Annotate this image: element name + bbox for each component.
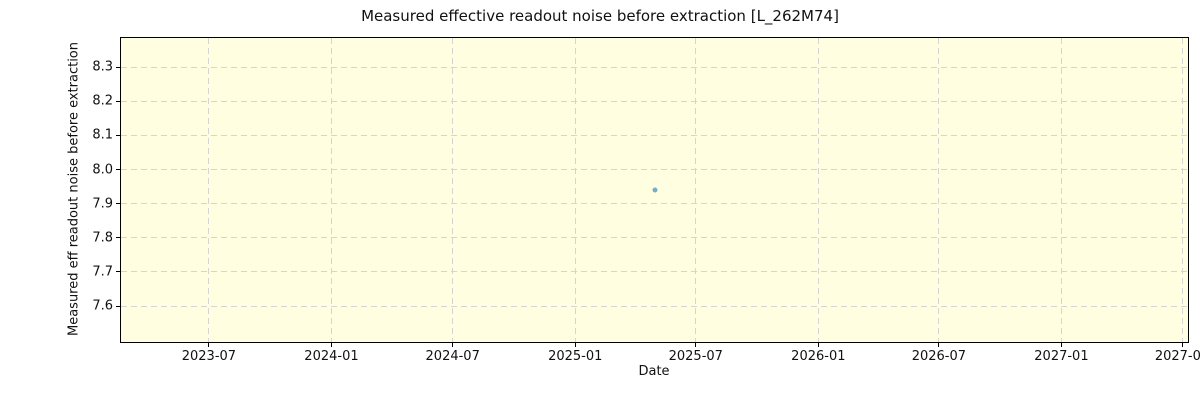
y-gridline xyxy=(121,100,1188,102)
x-gridline xyxy=(452,38,454,342)
data-point xyxy=(652,187,657,193)
x-tick-label: 2025-07 xyxy=(668,349,723,364)
x-tick-label: 2027-07 xyxy=(1154,349,1200,364)
y-tick-mark xyxy=(116,134,120,136)
y-axis-label: Measured eff readout noise before extrac… xyxy=(66,41,82,337)
x-tick-label: 2024-01 xyxy=(304,349,359,364)
y-tick-label: 7.8 xyxy=(92,230,113,246)
y-tick-mark xyxy=(116,100,120,102)
x-tick-label: 2026-01 xyxy=(791,349,846,364)
y-gridline xyxy=(121,134,1188,136)
plot-area xyxy=(120,37,1189,343)
y-tick-mark xyxy=(116,203,120,205)
y-gridline xyxy=(121,305,1188,307)
y-gridline xyxy=(121,203,1188,205)
x-gridline xyxy=(574,38,576,342)
y-gridline xyxy=(121,66,1188,68)
x-axis-label: Date xyxy=(638,364,670,379)
y-tick-mark xyxy=(116,66,120,68)
y-gridline xyxy=(121,237,1188,239)
y-tick-label: 8.3 xyxy=(92,59,113,75)
x-tick-label: 2023-07 xyxy=(181,349,237,364)
y-gridline xyxy=(121,271,1188,273)
y-gridline xyxy=(121,169,1188,170)
x-gridline xyxy=(695,38,697,342)
y-tick-mark xyxy=(116,237,120,239)
x-tick-mark xyxy=(208,343,210,347)
chart-title: Measured effective readout noise before … xyxy=(361,7,839,25)
x-tick-mark xyxy=(574,343,576,347)
x-tick-mark xyxy=(330,343,332,347)
y-tick-label: 7.9 xyxy=(92,196,113,212)
x-tick-mark xyxy=(938,343,940,347)
y-tick-label: 7.6 xyxy=(92,298,113,314)
x-tick-label: 2024-07 xyxy=(425,349,480,364)
x-gridline xyxy=(208,38,210,342)
x-tick-label: 2026-07 xyxy=(911,349,967,364)
x-tick-mark xyxy=(452,343,454,347)
x-gridline xyxy=(330,38,332,342)
x-tick-mark xyxy=(695,343,697,347)
x-gridline xyxy=(1181,38,1183,342)
y-tick-mark xyxy=(116,169,120,170)
x-tick-mark xyxy=(817,343,819,347)
x-gridline xyxy=(817,38,819,342)
x-tick-label: 2027-01 xyxy=(1034,349,1089,364)
x-tick-mark xyxy=(1060,343,1062,347)
y-tick-mark xyxy=(116,271,120,273)
y-tick-label: 8.1 xyxy=(92,127,113,143)
y-tick-label: 7.7 xyxy=(92,264,113,280)
x-tick-mark xyxy=(1181,343,1183,347)
x-gridline xyxy=(1060,38,1062,342)
x-gridline xyxy=(938,38,940,342)
y-tick-label: 8.0 xyxy=(92,162,113,177)
y-tick-label: 8.2 xyxy=(92,93,113,109)
y-tick-mark xyxy=(116,305,120,307)
x-tick-label: 2025-01 xyxy=(548,349,603,364)
